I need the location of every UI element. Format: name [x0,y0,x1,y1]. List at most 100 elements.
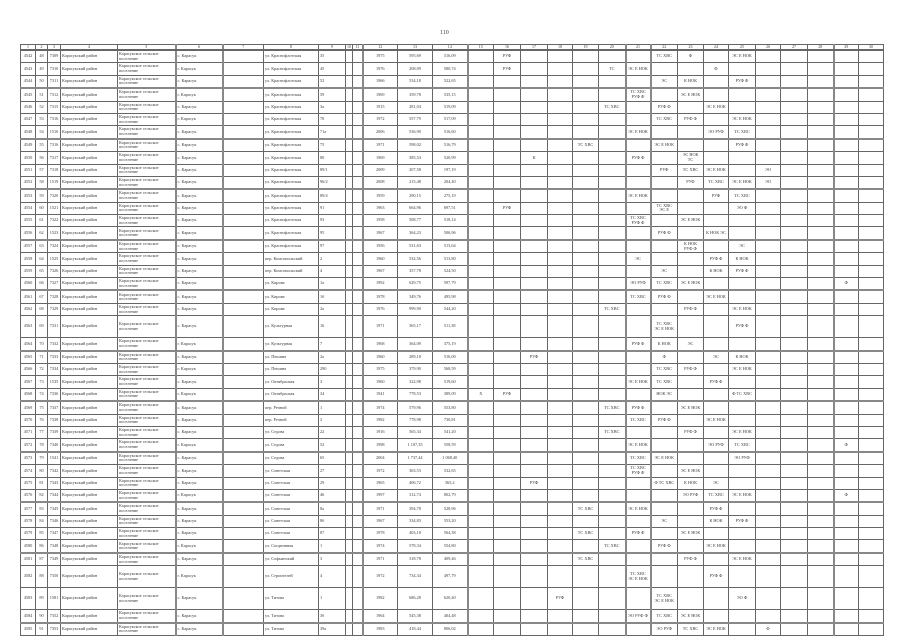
street: ул. Краснофлотская [263,49,319,64]
empty-cell [728,277,756,291]
empty-cell [493,621,521,637]
empty-cell [466,226,494,241]
street: ул. Кирова [263,289,319,304]
empty-cell [677,438,704,453]
empty-cell [728,413,756,427]
table-row: 4566 72 7334 Карасукский район Карасукское с… [20,362,884,377]
empty-cell [352,551,363,567]
empty-cell [493,551,521,567]
work-type-mark: ЭС Е НОК [703,289,729,304]
district-name: Карасукский район [60,621,118,637]
empty-cell [755,188,781,203]
empty-cell [677,100,704,114]
record-number: 4582 [20,565,36,589]
work-type-mark: Ф [755,621,781,637]
empty-cell [728,87,756,102]
object-code: 7350 [47,565,61,589]
empty-cell [352,488,363,503]
build-year: 1958 [361,214,398,228]
street: ул. Советская [263,501,319,516]
empty-cell [352,74,363,89]
house-number: 70 [318,112,346,127]
empty-cell [493,315,521,339]
empty-cell [858,349,884,364]
empty-cell [493,476,521,490]
street: ул. Краснофлотская [263,163,319,177]
living-area: 532,65 [432,464,468,478]
empty-cell [547,87,573,102]
living-area: 517,09 [432,112,468,127]
empty-cell [352,62,363,76]
street: ул. Кирова [263,277,319,291]
empty-cell [520,226,548,241]
empty-cell [677,501,704,516]
empty-cell [832,252,859,266]
empty-cell [598,238,626,254]
empty-cell [624,551,651,567]
work-type-mark: ТС ХВС [624,413,651,427]
empty-cell [598,74,626,89]
record-number: 4551 [20,163,36,177]
empty-cell [466,609,494,624]
empty-cell [832,375,859,389]
empty-cell [832,302,859,317]
empty-cell [493,565,521,589]
empty-cell [755,302,781,317]
empty-cell [572,425,599,440]
locality: с. Карасук [174,214,223,228]
empty-cell [807,476,834,490]
empty-cell [572,49,599,64]
work-type-mark: ЭС Е НОК [728,302,756,317]
empty-cell [352,264,363,279]
house-number: 1б [318,289,346,304]
empty-cell [703,609,729,624]
work-type-mark: РУФ Ф [728,137,756,153]
empty-cell [598,252,626,266]
record-number: 4575 [20,476,36,490]
district-name: Карасукский район [60,277,118,291]
row-index: 72 [35,362,48,377]
work-type-mark: ЭС Е НОК [703,621,729,637]
empty-cell [598,375,626,389]
empty-cell [780,125,808,140]
empty-cell [832,609,859,624]
work-type-mark: Х [466,387,494,402]
empty-cell [624,514,651,529]
street: ул. Краснофлотская [263,175,319,190]
empty-cell [547,112,573,127]
empty-cell [466,125,494,140]
empty-cell [572,289,599,304]
empty-cell [493,175,521,190]
work-type-mark: ТС ХВС [624,450,651,466]
row-index: 69 [35,315,48,339]
work-type-mark: ЭС Е НОК [649,450,678,466]
record-number: 4567 [20,375,36,389]
empty-cell [352,49,363,64]
work-type-mark: ЭС Е НОК [624,438,651,453]
work-type-mark: РУФ Ф [649,413,678,427]
empty-cell [780,450,808,466]
record-number: 4557 [20,238,36,254]
house-number: 87 [318,527,346,541]
empty-cell [345,375,353,389]
living-area: 544,20 [432,302,468,317]
empty-cell [858,501,884,516]
empty-cell [728,163,756,177]
empty-cell [598,137,626,153]
work-type-mark: ТС ХВС [572,501,599,516]
living-area: 554,80 [432,539,468,554]
empty-cell [345,252,353,266]
empty-cell [345,188,353,203]
empty-cell [807,337,834,352]
house-number: 75 [318,137,346,153]
empty-cell [598,151,626,165]
empty-cell [493,488,521,503]
total-area: 579,96 [397,400,433,415]
empty-cell [780,214,808,228]
locality: с. Карасук [174,100,223,114]
work-type-mark: РУФ Ф [649,289,678,304]
total-area: 208,09 [397,62,433,76]
empty-cell [807,315,834,339]
empty-cell [493,527,521,541]
empty-cell [858,277,884,291]
